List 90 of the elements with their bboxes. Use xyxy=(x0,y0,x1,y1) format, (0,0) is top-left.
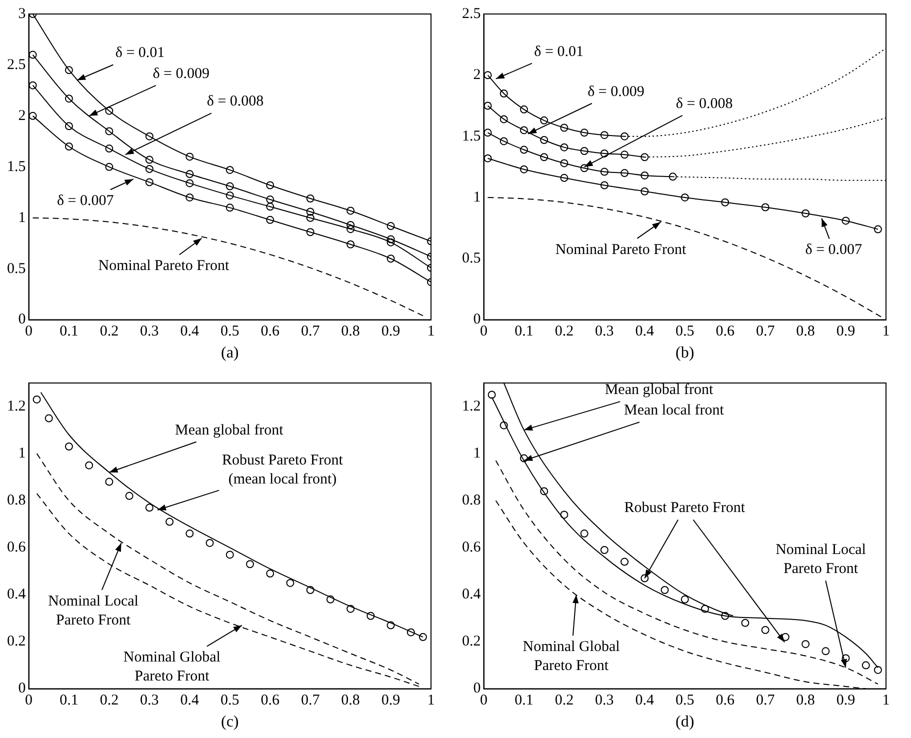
y-tick-label: 0 xyxy=(18,312,26,328)
x-tick-label: 0.2 xyxy=(100,324,119,340)
y-tick-label: 0.4 xyxy=(462,586,482,603)
annotation: Nominal Local Pareto Front xyxy=(48,593,138,628)
x-tick-label: 0.9 xyxy=(836,324,856,340)
x-axis-title: (c) xyxy=(220,714,239,731)
y-tick-label: 0 xyxy=(473,312,481,328)
x-tick-label: 0.7 xyxy=(300,324,320,340)
y-tick-label: 2 xyxy=(18,108,26,124)
x-tick-label: 0.3 xyxy=(595,692,614,709)
x-tick-label: 0.9 xyxy=(836,692,856,709)
x-tick-label: 0.1 xyxy=(514,324,534,340)
annotation: δ = 0.01 xyxy=(534,44,584,60)
y-tick-label: 1 xyxy=(473,446,481,462)
y-tick-label: 0.6 xyxy=(7,540,26,556)
y-tick-label: 3 xyxy=(18,6,26,22)
x-tick-label: 0.2 xyxy=(554,692,574,709)
x-tick-label: 1 xyxy=(427,324,435,340)
y-tick-label: 0 xyxy=(18,680,26,697)
annotation: Nominal Global Pareto Front xyxy=(123,650,220,685)
annotation: δ = 0.007 xyxy=(56,193,114,210)
x-tick-label: 1 xyxy=(882,692,890,709)
x-tick-label: 1 xyxy=(882,324,890,340)
x-tick-label: 0.2 xyxy=(100,692,119,709)
y-tick-label: 1.2 xyxy=(7,398,26,414)
y-tick-label: 2 xyxy=(473,67,481,84)
annotation: δ = 0.007 xyxy=(805,242,863,258)
x-tick-label: 0.3 xyxy=(595,324,614,340)
x-tick-label: 0.9 xyxy=(381,324,400,340)
x-tick-label: 0.9 xyxy=(381,692,400,709)
x-tick-label: 0.2 xyxy=(554,324,574,340)
y-tick-label: 0.4 xyxy=(7,586,26,603)
y-tick-label: 2.5 xyxy=(462,6,481,22)
annotation: δ = 0.008 xyxy=(206,94,264,110)
x-tick-label: 0.8 xyxy=(796,692,815,709)
y-tick-label: 2.5 xyxy=(7,56,26,73)
y-tick-label: 0.2 xyxy=(7,634,26,650)
x-tick-label: 0.4 xyxy=(180,692,200,709)
y-tick-label: 1.5 xyxy=(7,158,26,175)
y-tick-label: 0.8 xyxy=(462,492,481,509)
x-axis-title: (d) xyxy=(676,714,694,731)
annotation: δ = 0.01 xyxy=(115,45,165,62)
annotation: Mean local front xyxy=(624,402,725,419)
x-tick-label: 0.7 xyxy=(756,692,776,709)
y-tick-label: 0.5 xyxy=(462,250,481,267)
y-tick-label: 0.8 xyxy=(7,492,26,509)
annotation: Mean global front xyxy=(604,382,714,398)
annotation: Nominal Local Pareto Front xyxy=(776,542,866,578)
x-tick-label: 0.4 xyxy=(635,324,655,340)
y-tick-label: 1.2 xyxy=(462,398,481,414)
annotation: Mean global front xyxy=(175,422,284,438)
annotation: Nominal Global Pareto Front xyxy=(522,639,620,674)
x-tick-label: 0.4 xyxy=(635,692,655,709)
x-tick-label: 0.4 xyxy=(180,324,200,340)
x-tick-label: 0.5 xyxy=(220,692,240,709)
x-tick-label: 0.7 xyxy=(300,692,320,709)
annotation: Nominal Pareto Front xyxy=(98,258,230,274)
x-tick-label: 0.8 xyxy=(796,324,815,340)
x-tick-label: 0.6 xyxy=(716,692,735,709)
x-tick-label: 0.7 xyxy=(756,324,776,340)
y-tick-label: 0.6 xyxy=(462,540,482,556)
y-tick-label: 0 xyxy=(473,680,481,697)
y-tick-label: 0.2 xyxy=(462,634,481,650)
x-tick-label: 0.1 xyxy=(514,692,534,709)
x-tick-label: 0.8 xyxy=(341,324,360,340)
x-tick-label: 0.8 xyxy=(341,692,360,709)
x-tick-label: 0.3 xyxy=(140,692,159,709)
annotation: Robust Pareto Front (mean local front) xyxy=(222,452,344,488)
x-tick-label: 0.6 xyxy=(260,324,280,340)
y-tick-label: 1 xyxy=(18,210,26,226)
y-tick-label: 1 xyxy=(18,446,26,462)
x-tick-label: 0.6 xyxy=(260,692,280,709)
annotation: δ = 0.009 xyxy=(152,66,210,82)
x-axis-title: (a) xyxy=(220,344,239,362)
annotation: δ = 0.008 xyxy=(676,96,733,112)
x-tick-label: 0.6 xyxy=(716,324,735,340)
y-tick-label: 1 xyxy=(473,189,481,206)
y-tick-label: 0.5 xyxy=(7,260,26,277)
x-axis-title: (b) xyxy=(676,344,694,362)
annotation: δ = 0.009 xyxy=(588,84,644,100)
x-tick-label: 1 xyxy=(427,692,435,709)
x-tick-label: 0.5 xyxy=(676,324,694,340)
y-tick-label: 1.5 xyxy=(462,128,481,144)
x-tick-label: 0.1 xyxy=(60,324,78,340)
x-tick-label: 0.5 xyxy=(676,692,694,709)
annotation: Nominal Pareto Front xyxy=(555,242,687,258)
x-tick-label: 0.5 xyxy=(220,324,240,340)
annotation: Robust Pareto Front xyxy=(624,500,746,516)
x-tick-label: 0.1 xyxy=(60,692,78,709)
x-tick-label: 0.3 xyxy=(140,324,159,340)
